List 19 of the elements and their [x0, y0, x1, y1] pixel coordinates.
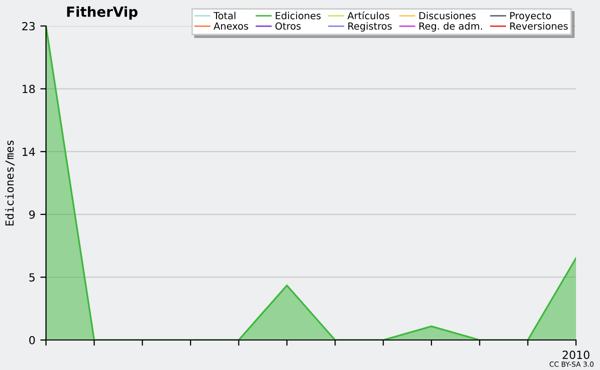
y-tick-label: 14 — [22, 148, 35, 156]
legend-label: Registros — [348, 22, 392, 32]
legend-label: Otros — [275, 22, 301, 30]
legend-label: Discusiones — [419, 12, 476, 20]
legend-label: Anexos — [214, 22, 248, 30]
y-tick-label: 5 — [29, 273, 35, 282]
x-tick-label: 2010 — [562, 350, 590, 360]
y-tick-label: 23 — [22, 22, 35, 30]
legend-label: Artículos — [347, 11, 390, 20]
y-axis-title: Ediciones/mes — [5, 140, 15, 226]
legend-label: Proyecto — [510, 12, 551, 22]
legend-label: Reg. de adm. — [419, 22, 482, 32]
y-tick-label: 18 — [22, 84, 35, 94]
legend-label: Reversiones — [510, 22, 568, 30]
legend-label: Total — [214, 12, 236, 20]
y-tick-label: 9 — [29, 210, 35, 219]
y-tick-label: 0 — [29, 336, 35, 344]
legend-label: Ediciones — [276, 12, 321, 20]
chart-title: FitherVip — [67, 6, 138, 20]
